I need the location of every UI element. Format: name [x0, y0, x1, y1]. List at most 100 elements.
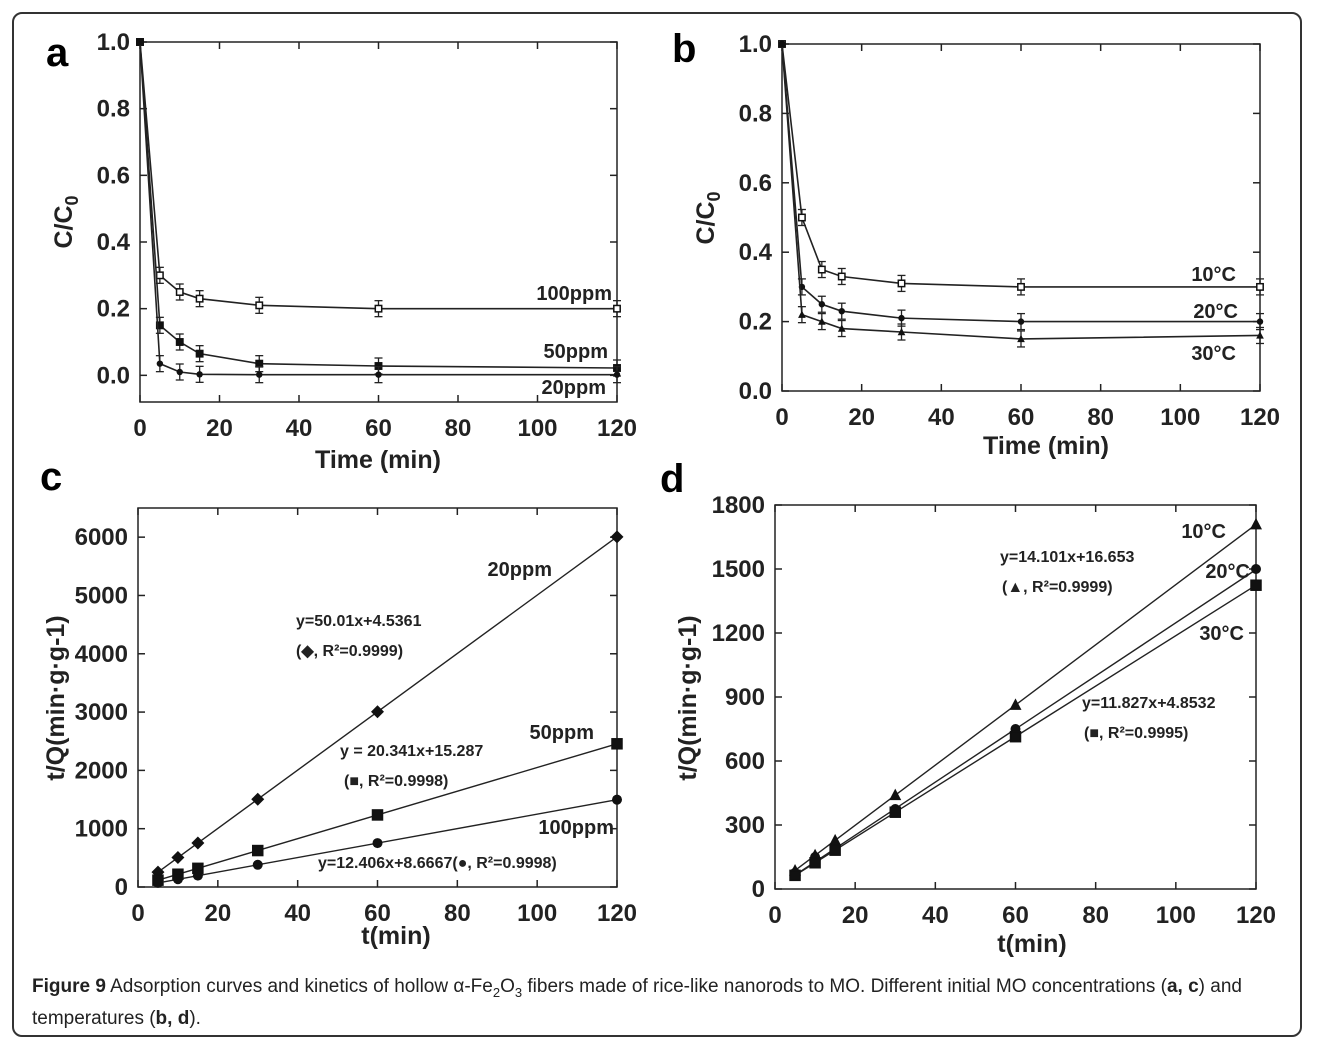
y-tick-label-d: 1500	[712, 556, 765, 583]
x-tick-label-c: 120	[597, 900, 637, 927]
panel-letter-c: c	[40, 455, 62, 499]
y-tick-label-b: 1.0	[739, 31, 772, 58]
caption-text-3: fibers made of rice-like nanorods to MO.…	[522, 976, 1167, 997]
data-point-c-2	[252, 859, 263, 870]
caption-sub-2: 3	[514, 984, 523, 1000]
x-tick-label-d: 60	[1002, 902, 1029, 929]
data-point-a-0	[175, 288, 184, 296]
data-point-c-2	[152, 877, 163, 888]
caption-text-2: O	[500, 976, 515, 997]
data-point-d-2	[1250, 579, 1262, 591]
data-point-b-1	[1256, 318, 1264, 325]
y-tick-label-d: 0	[752, 876, 765, 903]
x-tick-label-a: 100	[517, 415, 557, 442]
series-label-c-0: 20ppm	[488, 559, 552, 581]
data-point-a-2	[256, 371, 263, 378]
chart-panel-c: 0 20 40 60 80 100 120 0 1000 2000 3000 4000 5000 6000…	[42, 507, 637, 950]
x-tick-label-d: 120	[1236, 902, 1276, 929]
y-tick-label-a: 0.6	[97, 162, 130, 189]
x-tick-label-b: 0	[775, 404, 788, 431]
y-tick-label-b: 0.0	[739, 378, 772, 405]
x-tick-label-a: 80	[445, 415, 472, 442]
data-point-a-2	[156, 360, 164, 367]
x-tick-label-c: 20	[204, 900, 231, 927]
y-axis-label-b: C/C0	[692, 191, 724, 244]
data-point-b-2	[837, 324, 846, 332]
series-label-b-1: 20°C	[1193, 301, 1238, 323]
data-point-d-0	[1009, 698, 1022, 710]
y-tick-label-a: 0.8	[97, 96, 130, 123]
x-tick-label-c: 100	[517, 900, 557, 927]
data-point-c-0	[171, 851, 185, 865]
x-axis-label-a: Time (min)	[315, 446, 441, 474]
x-tick-label-b: 120	[1240, 404, 1280, 431]
data-point-a-1	[255, 359, 264, 368]
data-point-a-0	[155, 271, 164, 280]
data-point-b-2	[1256, 331, 1264, 339]
fit-equation-d-0: y=14.101x+16.653	[1000, 549, 1134, 566]
caption-ref-ac: a, c	[1166, 976, 1199, 997]
data-point-d-2	[1009, 730, 1022, 743]
x-tick-label-b: 20	[848, 404, 875, 431]
y-tick-label-c: 6000	[75, 524, 128, 551]
data-point-d-0	[829, 833, 842, 846]
x-tick-label-b: 80	[1087, 404, 1114, 431]
x-tick-label-c: 60	[364, 900, 391, 927]
fit-line-d-1	[794, 569, 1257, 876]
series-label-b-2: 30°C	[1191, 343, 1236, 365]
data-point-a-2	[136, 38, 144, 46]
data-point-b-0	[837, 272, 846, 281]
x-axis-label-b: Time (min)	[983, 432, 1109, 460]
data-point-d-1	[1251, 564, 1261, 574]
data-point-b-2	[817, 317, 826, 325]
y-tick-label-b: 0.6	[739, 170, 772, 197]
data-point-c-0	[371, 705, 384, 719]
data-point-a-0	[195, 294, 204, 303]
y-tick-label-d: 1800	[712, 492, 765, 519]
fit-equation-c-0: y=50.01x+4.5361	[296, 613, 422, 630]
x-tick-label-a: 40	[286, 415, 313, 442]
data-point-d-0	[1250, 517, 1262, 530]
data-point-b-2	[798, 310, 806, 318]
caption-text-4: ) and temperatures (	[32, 976, 1242, 1029]
caption-text-5: ).	[189, 1007, 201, 1029]
data-point-c-2	[172, 874, 183, 885]
y-tick-label-c: 2000	[75, 757, 128, 784]
y-tick-label-d: 900	[725, 684, 765, 711]
data-point-a-2	[176, 368, 183, 376]
fit-r2-c-0: (◆, R²=0.9999)	[296, 643, 403, 660]
data-point-d-2	[889, 806, 901, 818]
x-tick-label-d: 40	[922, 902, 949, 929]
fit-r2-d-0: (▲, R²=0.9999)	[1002, 579, 1113, 596]
caption-label: Figure 9	[32, 976, 106, 997]
x-tick-label-b: 40	[928, 404, 955, 431]
data-point-a-2	[196, 371, 203, 378]
panel-letter-d: d	[660, 457, 684, 501]
series-label-d-0: 10°C	[1181, 521, 1226, 543]
chart-panel-d: 0 20 40 60 80 100 1200300600900120015001800t(m…	[674, 492, 1276, 958]
data-point-c-2	[372, 838, 383, 849]
y-tick-label-c: 5000	[75, 582, 128, 609]
y-tick-label-d: 600	[725, 748, 765, 775]
data-point-a-1	[195, 349, 204, 358]
data-point-c-2	[612, 794, 622, 805]
series-line-b-0	[781, 43, 1260, 288]
panel-letter-b: b	[672, 27, 696, 71]
chart-panel-b: 0 20 40 60 80 100 120 0.0 0.2 0.4 0.6 0.8 1.0 Time (m…	[692, 31, 1280, 460]
fit-line-c-0	[157, 536, 618, 873]
data-point-b-2	[778, 39, 786, 48]
data-point-b-1	[898, 314, 905, 322]
x-tick-label-d: 80	[1082, 902, 1109, 929]
data-point-d-2	[789, 869, 801, 882]
y-tick-label-a: 0.0	[97, 362, 130, 389]
series-label-a-0: 100ppm	[536, 283, 612, 305]
fit-line-c-1	[157, 743, 618, 881]
data-point-b-0	[1256, 282, 1264, 291]
figure-caption: Figure 9 Adsorption curves and kinetics …	[32, 974, 1287, 1032]
fit-equation-c-1: y = 20.341x+15.287	[340, 743, 483, 760]
x-tick-label-c: 0	[131, 900, 144, 927]
caption-sub-1: 2	[492, 984, 501, 1000]
series-line-a-1	[139, 41, 618, 369]
caption-text-1: Adsorption curves and kinetics of hollow…	[105, 976, 493, 997]
